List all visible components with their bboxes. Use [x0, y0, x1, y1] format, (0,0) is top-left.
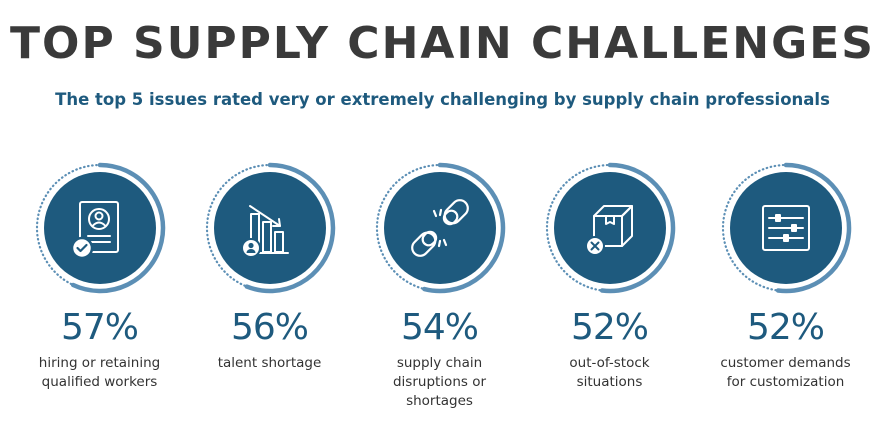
percentage-value: 52% [570, 307, 649, 348]
progress-ring [35, 162, 165, 294]
declining-bar-chart-icon [240, 205, 289, 258]
value-arc [421, 162, 505, 294]
challenge-item-talent: 56% talent shortage [182, 158, 357, 373]
value-arc [775, 162, 851, 294]
sliders-icon [761, 205, 810, 251]
remainder-arc [35, 163, 101, 286]
value-arc [70, 162, 165, 294]
percentage-value: 54% [400, 307, 479, 348]
page-title: TOP SUPPLY CHAIN CHALLENGES [10, 18, 875, 69]
value-arc [599, 162, 675, 294]
progress-ring [375, 162, 505, 294]
broken-chain-icon [410, 199, 469, 257]
challenge-label: hiring or retaining qualified workers [38, 355, 161, 390]
resume-check-icon [70, 201, 119, 260]
remainder-arc [545, 163, 611, 292]
icon-circle [553, 172, 666, 284]
percentage-value: 56% [230, 307, 309, 348]
progress-ring [545, 162, 675, 294]
challenge-label: talent shortage [217, 355, 322, 371]
remainder-arc [375, 163, 441, 290]
progress-ring [721, 162, 851, 294]
challenge-item-customization: 52% customer demands for customization [698, 158, 873, 392]
challenge-label: out-of-stock situations [569, 355, 650, 390]
percentage-value: 57% [60, 307, 139, 348]
challenge-item-hiring: 57% hiring or retaining qualified worker… [12, 158, 187, 392]
challenge-label: customer demands for customization [720, 355, 851, 390]
remainder-arc [205, 163, 271, 287]
page-subtitle: The top 5 issues rated very or extremely… [55, 90, 830, 109]
value-arc [244, 162, 335, 294]
remainder-arc [721, 163, 787, 292]
challenge-item-out-of-stock: 52% out-of-stock situations [522, 158, 697, 392]
challenge-label: supply chain disruptions or shortages [392, 355, 487, 409]
progress-ring [205, 162, 335, 294]
percentage-value: 52% [746, 307, 825, 348]
challenge-item-disruptions: 54% supply chain disruptions or shortage… [352, 158, 527, 411]
icon-circle [383, 172, 496, 284]
box-x-icon [584, 205, 633, 256]
